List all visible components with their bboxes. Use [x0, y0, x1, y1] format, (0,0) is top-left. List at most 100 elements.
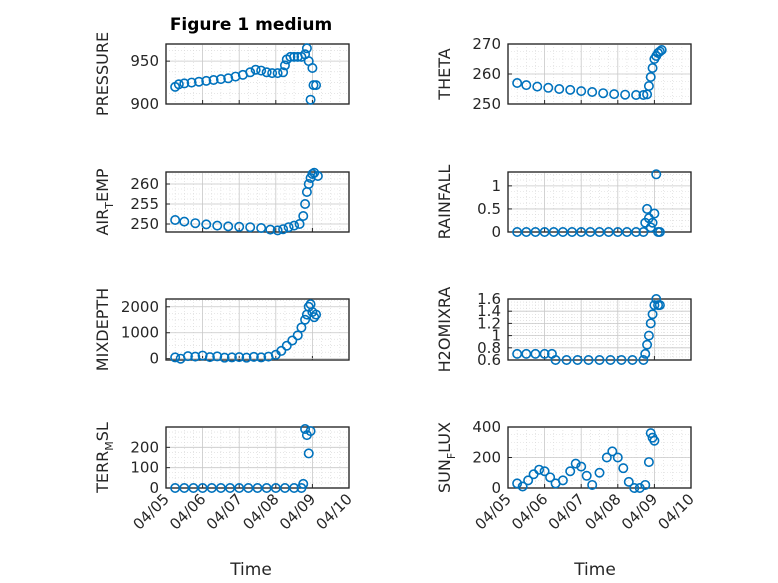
data-point	[561, 354, 572, 365]
y-tick-label: 100	[130, 459, 159, 477]
data-point	[276, 345, 287, 356]
data-point	[190, 218, 201, 229]
x-tick-label: 04/09	[618, 490, 661, 533]
x-tick-label: 04/08	[239, 490, 282, 533]
data-point	[298, 478, 309, 489]
data-point	[557, 475, 568, 486]
data-point	[300, 314, 311, 325]
y-tick-label: 0	[149, 350, 159, 368]
data-point	[305, 94, 316, 105]
data-point	[248, 351, 259, 362]
y-tick-label: 250	[472, 95, 501, 113]
data-point	[643, 457, 654, 468]
data-point	[587, 479, 598, 490]
y-axis-label: TERRMSL	[93, 422, 116, 494]
y-axis-label: RAINFALL	[435, 165, 454, 240]
axes-frame	[507, 426, 692, 489]
data-point	[642, 203, 653, 214]
y-tick-label: 1	[491, 327, 501, 345]
data-point	[289, 482, 300, 493]
data-point	[250, 64, 261, 75]
data-point	[576, 461, 587, 472]
data-point	[179, 78, 190, 89]
data-point	[649, 208, 660, 219]
data-point	[638, 90, 649, 101]
data-point	[279, 60, 290, 71]
data-point	[283, 222, 294, 233]
data-point	[241, 352, 252, 363]
data-point	[208, 75, 219, 86]
data-point	[645, 428, 656, 439]
y-axis-label: SUNFLUX	[435, 422, 458, 493]
data-point	[261, 67, 272, 78]
data-point	[182, 351, 193, 362]
data-point	[645, 222, 656, 233]
y-tick-label: 1.2	[477, 314, 501, 332]
data-point	[594, 354, 605, 365]
data-point	[616, 354, 627, 365]
y-tick-label: 950	[130, 52, 159, 70]
data-point	[627, 354, 638, 365]
data-point	[272, 225, 283, 236]
y-tick-label: 900	[130, 95, 159, 113]
data-point	[305, 426, 316, 437]
data-point	[638, 227, 649, 238]
y-tick-label: 200	[130, 438, 159, 456]
data-point	[642, 339, 653, 350]
data-point	[651, 169, 662, 180]
data-point	[223, 221, 234, 232]
data-point	[303, 448, 314, 459]
data-point	[256, 352, 267, 363]
data-point	[565, 84, 576, 95]
x-tick-label: 04/06	[166, 490, 209, 533]
data-point	[654, 300, 665, 311]
y-tick-label: 0.6	[477, 351, 501, 369]
data-point	[647, 309, 658, 320]
data-point	[215, 74, 226, 85]
data-point	[539, 466, 550, 477]
data-point	[265, 224, 276, 235]
data-point	[312, 171, 323, 182]
data-point	[289, 51, 300, 62]
y-tick-label: 0.5	[477, 200, 501, 218]
data-point	[256, 65, 267, 76]
y-axis-label: MIXDEPTH	[93, 288, 112, 371]
subplot-3: 250 255 260 AIRTEMP	[93, 167, 350, 236]
y-tick-label: 200	[472, 449, 501, 467]
data-point	[234, 352, 245, 363]
y-axis-label: H2OMIXRA	[435, 287, 454, 373]
y-tick-label: 2000	[121, 298, 159, 316]
subplot-5: 0 1000 2000 MIXDEPTH	[93, 288, 350, 371]
data-point	[278, 224, 289, 235]
data-point	[654, 46, 665, 57]
data-point	[234, 221, 245, 232]
data-point	[583, 354, 594, 365]
data-point	[618, 463, 629, 474]
data-point	[245, 67, 256, 78]
data-point	[309, 312, 320, 323]
data-point	[307, 62, 318, 73]
data-point	[629, 482, 640, 493]
x-tick-label: 04/07	[545, 490, 588, 533]
data-point	[607, 446, 618, 457]
data-point	[645, 72, 656, 83]
y-tick-label: 1.4	[477, 302, 501, 320]
data-point	[598, 88, 609, 99]
data-point	[623, 476, 634, 487]
data-point	[186, 77, 197, 88]
y-tick-label: 0	[491, 223, 501, 241]
data-point	[649, 300, 660, 311]
y-tick-label: 1000	[121, 324, 159, 342]
data-point	[300, 199, 311, 210]
axes-frame	[507, 298, 692, 361]
data-point	[289, 220, 300, 231]
data-point	[201, 219, 212, 230]
subplot-7: 010020004/0504/0604/0704/0804/0904/10TER…	[93, 422, 356, 533]
data-point	[609, 89, 620, 100]
x-tick-label: 04/10	[655, 490, 698, 533]
data-point	[307, 169, 318, 180]
data-point	[649, 435, 660, 446]
data-point	[173, 79, 184, 90]
data-point	[298, 211, 309, 222]
